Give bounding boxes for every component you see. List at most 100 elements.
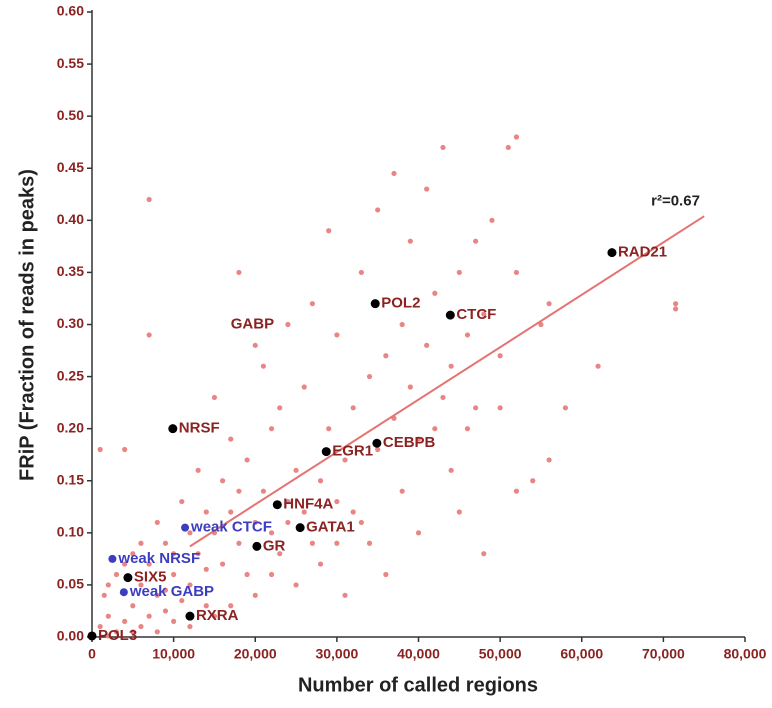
point	[293, 582, 299, 588]
point	[497, 405, 503, 411]
x-tick-label: 70,000	[642, 646, 685, 662]
point	[162, 608, 169, 614]
point	[350, 509, 356, 515]
point	[236, 488, 242, 494]
point	[293, 467, 299, 473]
point	[146, 613, 152, 619]
point	[505, 144, 511, 151]
point	[228, 436, 234, 442]
point	[673, 301, 679, 307]
point	[203, 509, 209, 515]
point	[375, 446, 381, 453]
point	[203, 603, 209, 609]
point	[334, 498, 340, 505]
point	[456, 269, 462, 276]
point	[260, 488, 267, 494]
point	[370, 299, 380, 309]
point	[97, 446, 103, 453]
point	[301, 509, 307, 515]
point-label: GATA1	[306, 519, 355, 536]
point	[138, 582, 144, 588]
annotation: r²=0.67	[651, 193, 700, 210]
point	[122, 561, 128, 567]
point	[372, 438, 382, 448]
y-tick-label: 0.00	[57, 628, 84, 644]
point	[268, 571, 275, 578]
point-label: RAD21	[618, 244, 667, 261]
point	[277, 551, 283, 557]
y-tick-label: 0.35	[57, 263, 84, 279]
point-label: weak CTCF	[190, 519, 272, 536]
point	[105, 582, 111, 588]
point	[448, 363, 454, 369]
x-tick-label: 10,000	[152, 646, 195, 662]
point	[195, 551, 201, 557]
point-label: NRSF	[179, 420, 220, 437]
point	[252, 342, 258, 348]
point-label: EGR1	[332, 443, 373, 460]
x-tick-label: 40,000	[397, 646, 440, 662]
point	[146, 196, 152, 203]
point	[473, 405, 479, 411]
point	[342, 592, 348, 598]
point-label: CEBPB	[383, 434, 436, 451]
point	[171, 551, 177, 557]
x-tick-label: 50,000	[479, 646, 522, 662]
point	[179, 498, 185, 505]
point	[285, 498, 291, 505]
point	[154, 629, 160, 635]
point	[321, 447, 331, 457]
point	[203, 566, 209, 572]
point	[481, 551, 487, 557]
point	[399, 321, 405, 328]
point	[415, 530, 422, 536]
point	[375, 207, 381, 213]
point	[272, 500, 282, 510]
x-tick-label: 30,000	[315, 646, 358, 662]
point	[309, 540, 315, 546]
point	[108, 554, 117, 563]
point	[113, 629, 120, 635]
point	[97, 623, 103, 630]
point	[171, 618, 177, 624]
point	[489, 217, 495, 223]
point-label: RXRA	[196, 607, 239, 624]
y-tick-label: 0.60	[57, 3, 84, 19]
y-tick-label: 0.40	[57, 211, 84, 227]
point	[211, 394, 218, 401]
point	[236, 540, 242, 546]
point	[424, 342, 430, 348]
point	[146, 332, 152, 338]
point	[342, 457, 348, 463]
point	[154, 519, 160, 526]
point	[162, 540, 169, 546]
point-label: SIX5	[134, 569, 167, 586]
point-label: GR	[263, 537, 286, 554]
point	[260, 363, 267, 369]
point	[358, 269, 364, 276]
point	[101, 592, 107, 598]
point	[252, 541, 262, 551]
point	[399, 488, 405, 494]
point-label: POL2	[381, 295, 420, 312]
point	[546, 301, 552, 307]
point	[187, 582, 193, 588]
point	[424, 186, 430, 192]
point	[383, 571, 389, 578]
point-label: weak GABP	[129, 583, 214, 600]
point	[366, 540, 373, 546]
point	[211, 613, 218, 619]
point	[326, 228, 332, 234]
point	[562, 405, 569, 411]
point	[171, 571, 177, 578]
point	[285, 519, 291, 526]
point	[187, 623, 193, 630]
point	[350, 405, 356, 411]
point	[513, 488, 520, 494]
point	[415, 436, 422, 442]
y-tick-label: 0.05	[57, 576, 84, 592]
point	[334, 540, 340, 546]
point	[268, 426, 275, 432]
